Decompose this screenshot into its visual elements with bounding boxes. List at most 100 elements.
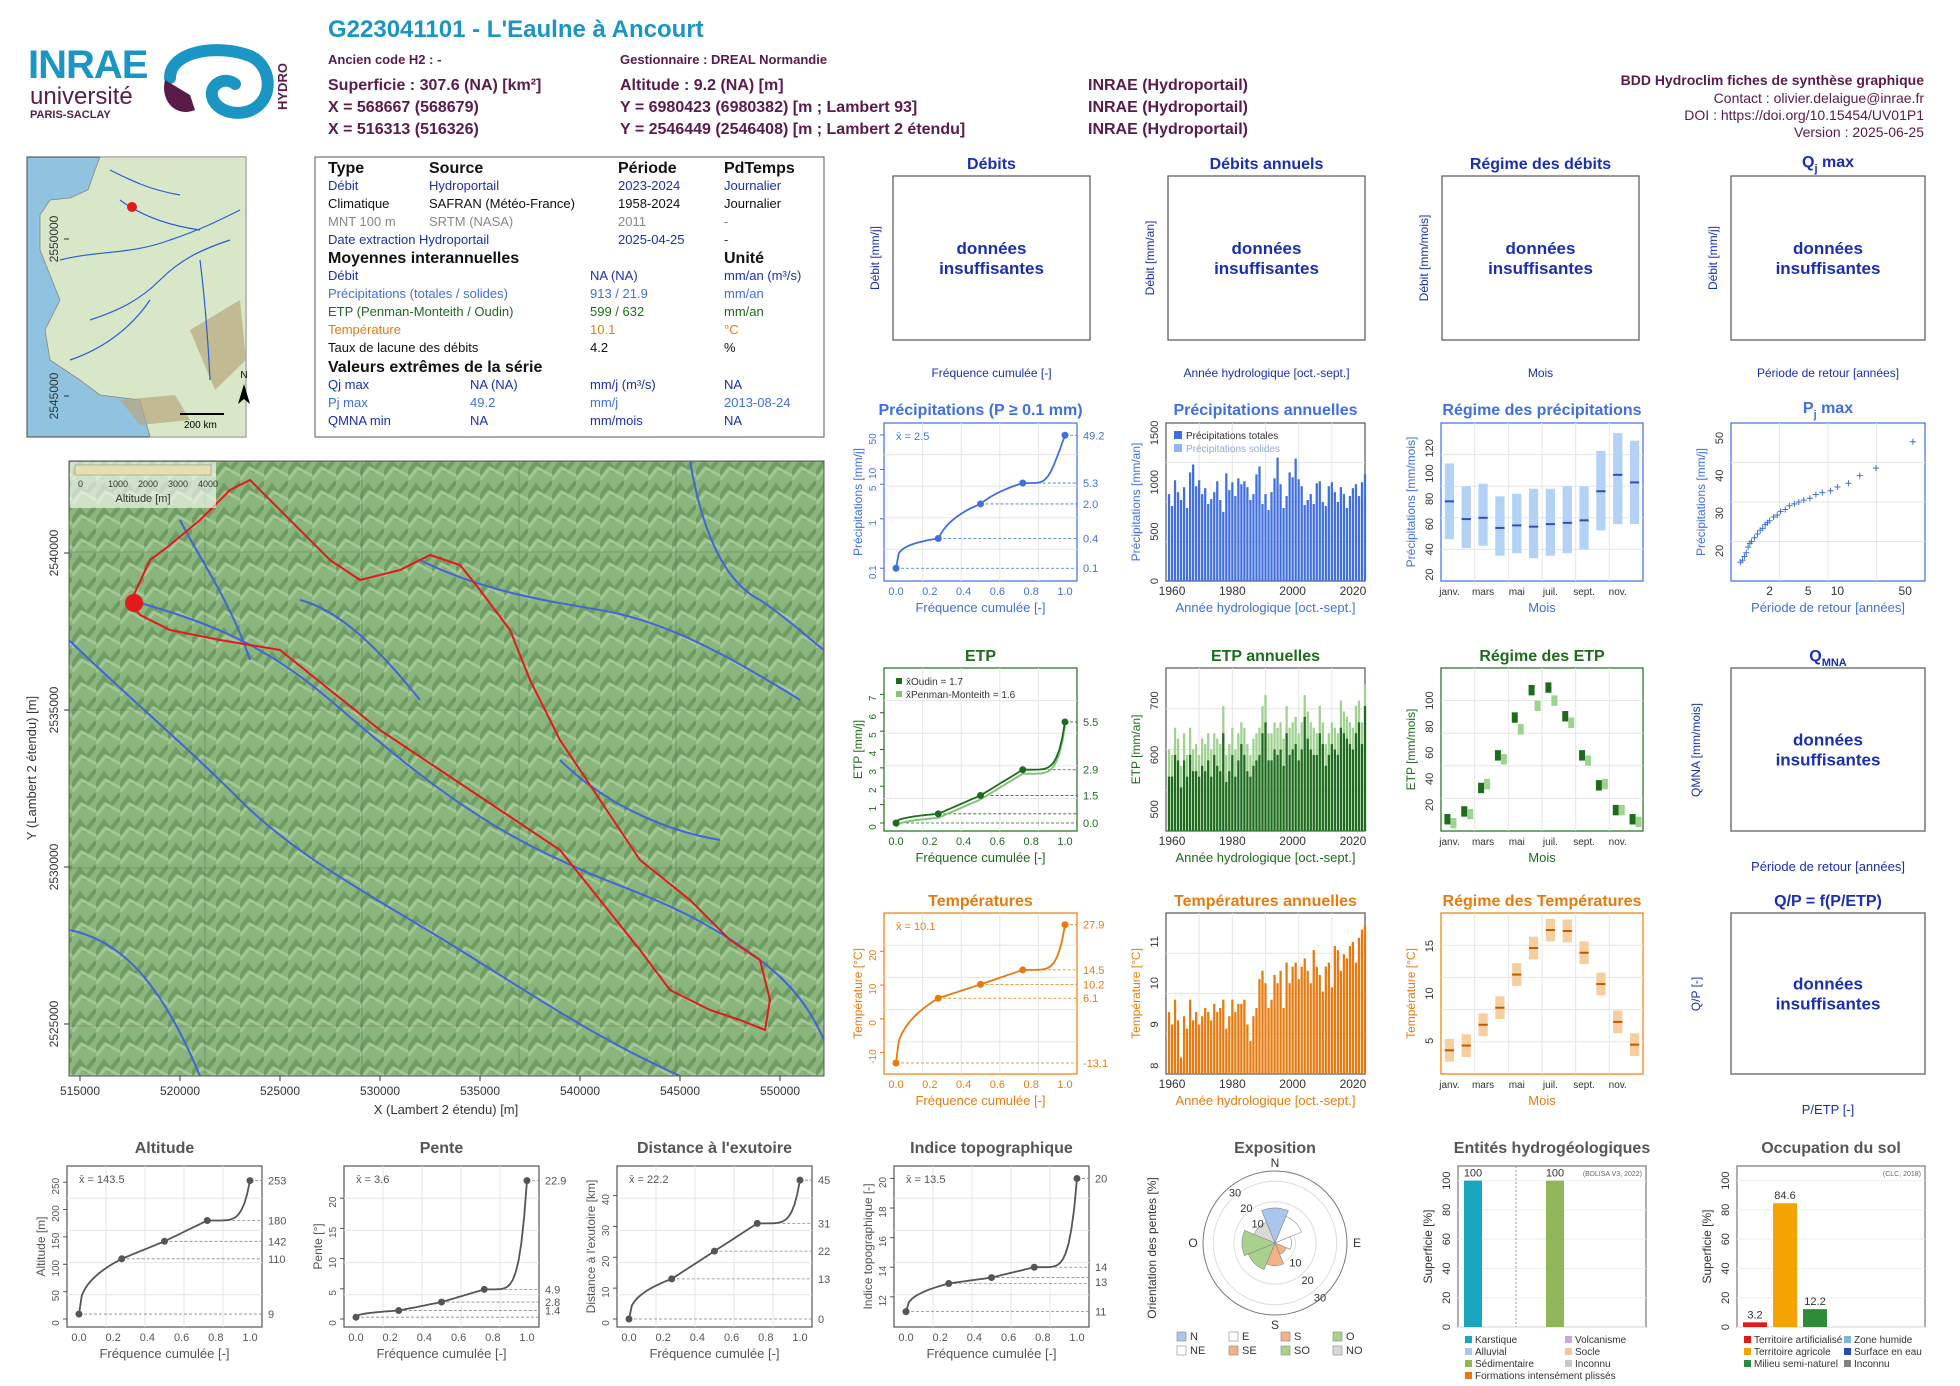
y-axis-label: QMNA [mm/mois] xyxy=(1689,703,1703,797)
annual-bar xyxy=(1225,1028,1228,1074)
table-cell-period: 1958-2024 xyxy=(618,196,680,211)
annual-bar xyxy=(1207,503,1210,581)
quantile-label: 1.5 xyxy=(1083,790,1098,802)
y-tick-label: 40 xyxy=(1424,543,1436,555)
y-axis-label: Superficie [%] xyxy=(1421,1209,1435,1283)
legend-swatch xyxy=(1844,1360,1851,1367)
etp-pm-bar xyxy=(1270,760,1273,831)
pj-max-point xyxy=(1856,472,1863,479)
chart-title: Qj max xyxy=(1802,154,1854,175)
basin-y-tick-label: 2530000 xyxy=(47,843,61,890)
annual-bar xyxy=(1363,474,1367,581)
hydro-logo: HYDRO xyxy=(164,44,290,119)
etp-pm-bar xyxy=(1330,744,1333,831)
legend-label: Volcanisme xyxy=(1575,1335,1627,1346)
pj-max-point xyxy=(1751,534,1758,541)
pj-max-point xyxy=(1782,506,1789,513)
x-tick-label: 1980 xyxy=(1219,584,1246,598)
month-tick-label: juil. xyxy=(1542,837,1558,848)
quantile-point xyxy=(934,810,942,818)
etp-pm-bar xyxy=(1216,765,1219,831)
extreme-label: QMNA min xyxy=(328,413,391,428)
y-tick-label: 15 xyxy=(328,1226,339,1238)
table-cell-type: MNT 100 m xyxy=(328,214,396,229)
quantile-label: 13 xyxy=(1095,1277,1107,1289)
y-axis-label: Q/P [-] xyxy=(1689,977,1703,1011)
annual-bar xyxy=(1279,484,1282,581)
regime-box xyxy=(1461,486,1471,549)
quantile-point xyxy=(988,1274,995,1282)
x-axis-label: Période de retour [années] xyxy=(1757,366,1899,380)
table-cell-source: SAFRAN (Météo-France) xyxy=(429,196,575,211)
basin-y-tick-label: 2535000 xyxy=(47,686,61,733)
extreme-unit: mm/j (m³/s) xyxy=(590,377,656,392)
y-tick-label: 3 xyxy=(868,769,879,775)
annual-bar xyxy=(1182,487,1186,581)
x-axis-label: Fréquence cumulée [-] xyxy=(649,1346,779,1361)
y-axis-label: Précipitations [mm/mois] xyxy=(1404,437,1418,568)
table-cell-period: 2023-2024 xyxy=(618,178,680,193)
etp-oudin-box xyxy=(1595,780,1602,791)
annual-bar xyxy=(1345,958,1349,1074)
x-tick-label: 2020 xyxy=(1340,1077,1367,1091)
annual-bar xyxy=(1333,492,1336,581)
annual-bar xyxy=(1276,983,1279,1074)
category-bar xyxy=(1803,1309,1827,1327)
plot-frame xyxy=(1441,175,1640,341)
etp-pm-bar xyxy=(1210,776,1213,831)
extreme-date: NA xyxy=(724,377,742,392)
chart-title: Températures xyxy=(928,893,1033,910)
y-tick-label: 0 xyxy=(1441,1324,1453,1330)
x-tick-label: 0.4 xyxy=(140,1332,155,1344)
hydro-swirl-icon xyxy=(164,44,274,119)
y-tick-label: 600 xyxy=(1149,746,1161,764)
etp-pm-bar xyxy=(1273,749,1276,831)
means-value: 10.1 xyxy=(590,322,615,337)
annual-bar xyxy=(1324,505,1327,581)
category-bar xyxy=(1546,1180,1564,1327)
annual-bar xyxy=(1351,941,1355,1074)
insufficient-data-label: insuffisantes xyxy=(1776,995,1881,1014)
x-tick-label: 0.4 xyxy=(956,586,971,598)
annual-bar xyxy=(1261,503,1264,581)
annual-bar xyxy=(1363,925,1367,1074)
y-tick-label: 40 xyxy=(601,1194,612,1206)
etp-pm-box xyxy=(1484,778,1491,790)
y-tick-label: 50 xyxy=(868,433,879,445)
exposition-sector-N xyxy=(1261,1207,1289,1244)
legend-swatch xyxy=(1332,1331,1343,1342)
y-tick-label: 20 xyxy=(1714,545,1726,557)
y-tick-label: 80 xyxy=(1424,721,1436,733)
pj-max-point xyxy=(1827,487,1834,494)
etp-pm-bar xyxy=(1258,754,1261,831)
legend-label: Alluvial xyxy=(1475,1347,1507,1358)
precip_regime-chart: Régime des précipitations janv. mars mai jui… xyxy=(1404,402,1644,615)
y-tick-label: 10 xyxy=(601,1286,612,1298)
annual-bar xyxy=(1249,1040,1252,1074)
etp-pm-bar xyxy=(1351,749,1355,831)
y-tick-label: 20 xyxy=(1424,569,1436,581)
legend-label: Karstique xyxy=(1475,1335,1518,1346)
bar-value-label: 84.6 xyxy=(1774,1190,1795,1202)
x-lambert93: X = 568667 (568679) xyxy=(328,99,479,116)
means-value: NA (NA) xyxy=(590,268,638,283)
annual-bar xyxy=(1243,999,1246,1074)
legend-swatch xyxy=(1744,1348,1751,1355)
annual-bar xyxy=(1204,488,1207,581)
mean-label: x̄ = 3.6 xyxy=(356,1174,389,1186)
legend-swatch xyxy=(896,678,902,684)
chart-title: Températures annuelles xyxy=(1174,893,1357,910)
quantile-point xyxy=(753,1219,761,1227)
pj-max-point xyxy=(1819,489,1826,496)
pj-max-point xyxy=(1739,557,1746,564)
y-tick-label: 700 xyxy=(1149,691,1161,709)
pj-max-point xyxy=(1743,549,1750,556)
etp-pm-bar xyxy=(1225,782,1228,831)
x-tick-label: 2020 xyxy=(1340,834,1367,848)
annual-bar xyxy=(1327,486,1330,581)
y-tick-label: 80 xyxy=(1424,493,1436,505)
y-tick-label: 30 xyxy=(601,1224,612,1236)
x-axis-label: Mois xyxy=(1528,366,1553,380)
